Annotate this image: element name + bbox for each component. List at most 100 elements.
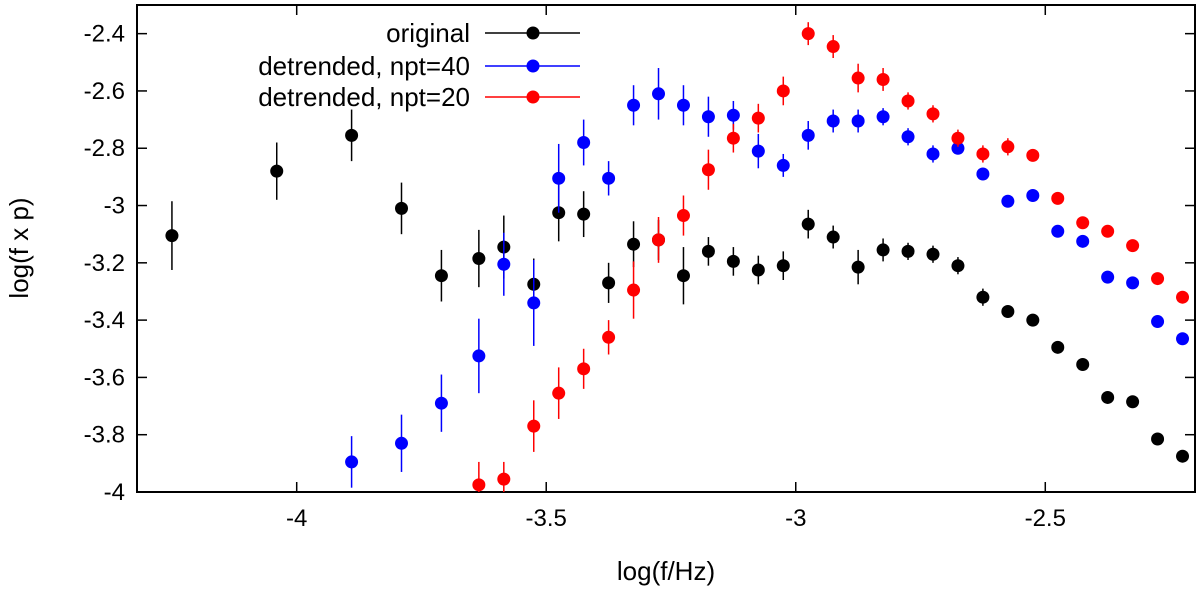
data-point: [901, 94, 915, 108]
data-point: [701, 244, 715, 258]
data-point: [395, 436, 408, 450]
data-point: [627, 237, 641, 251]
data-point: [951, 141, 965, 155]
data-point: [270, 164, 284, 178]
data-point: [976, 147, 990, 161]
data-point: [1101, 224, 1115, 238]
data-point: [345, 128, 359, 142]
data-point: [527, 296, 541, 310]
data-point: [1076, 216, 1090, 230]
data-point: [951, 131, 965, 145]
data-point: [652, 233, 666, 247]
data-point: [751, 144, 765, 158]
data-point: [1176, 290, 1190, 304]
data-point: [801, 27, 815, 41]
data-point: [627, 283, 641, 297]
data-point: [926, 107, 940, 121]
data-point: [1101, 390, 1115, 404]
data-point: [701, 110, 715, 124]
x-tick-label: -4: [286, 505, 307, 532]
data-point: [676, 269, 690, 283]
data-point: [1051, 340, 1065, 354]
data-point: [577, 136, 591, 150]
data-point: [552, 171, 566, 185]
data-point: [701, 163, 715, 177]
data-point: [751, 111, 765, 125]
plot-frame: [136, 4, 1196, 493]
data-point: [1026, 313, 1040, 327]
series-2: [472, 22, 1190, 492]
data-point: [901, 244, 915, 258]
data-point: [602, 330, 616, 344]
legend-marker: [526, 26, 540, 40]
data-point: [776, 84, 790, 98]
data-point: [1026, 148, 1040, 162]
data-point: [826, 230, 840, 244]
y-tick-label: -2.6: [84, 78, 125, 105]
y-tick-label: -3: [104, 193, 125, 220]
data-point: [1001, 194, 1015, 208]
data-point: [577, 362, 591, 376]
y-tick-label: -3.4: [84, 307, 125, 334]
data-point: [876, 243, 890, 257]
data-point: [602, 276, 616, 290]
data-points: [165, 22, 1190, 492]
data-point: [726, 108, 740, 122]
data-point: [165, 229, 179, 243]
data-point: [434, 269, 448, 283]
data-point: [1101, 270, 1115, 284]
y-tick-label: -3.8: [84, 422, 125, 449]
data-point: [776, 158, 790, 172]
data-point: [434, 396, 448, 410]
data-point: [1051, 191, 1065, 205]
legend-label: original: [386, 18, 470, 48]
y-tick-label: -4: [104, 479, 125, 506]
x-tick-label: -3.5: [526, 505, 567, 532]
data-point: [1151, 315, 1165, 329]
data-point: [1176, 332, 1190, 346]
data-point: [676, 98, 690, 112]
data-point: [901, 130, 915, 144]
series-0: [165, 109, 1190, 463]
data-point: [1151, 272, 1165, 286]
data-point: [527, 419, 541, 433]
data-point: [1151, 432, 1165, 446]
data-point: [602, 171, 616, 185]
data-point: [801, 128, 815, 142]
data-point: [976, 167, 990, 181]
data-point: [926, 147, 940, 161]
legend-marker: [526, 59, 540, 73]
data-point: [345, 455, 359, 469]
data-point: [472, 349, 486, 363]
y-tick-label: -3.2: [84, 250, 125, 277]
data-point: [851, 71, 865, 85]
legend-marker: [526, 90, 540, 104]
data-point: [552, 386, 566, 400]
data-point: [926, 247, 940, 261]
x-tick-label: -3: [785, 505, 806, 532]
data-point: [726, 131, 740, 145]
data-point: [1126, 239, 1140, 253]
data-point: [851, 260, 865, 274]
data-point: [1076, 234, 1090, 248]
y-tick-label: -2.4: [84, 21, 125, 48]
data-point: [497, 257, 511, 271]
legend-label: detrended, npt=40: [258, 51, 470, 81]
legend-label: detrended, npt=20: [258, 82, 470, 112]
y-axis-title: log(f x p): [4, 197, 34, 298]
data-point: [751, 263, 765, 277]
data-point: [652, 87, 666, 101]
data-point: [826, 114, 840, 128]
axis-ticks: -4 -3.5 -3 -2.5 -2.4 -2.6 -2.8 -3 -3.2 -3.4 -3.6 -3…: [84, 5, 1195, 532]
data-point: [1001, 305, 1015, 319]
data-point: [876, 72, 890, 86]
data-point: [876, 110, 890, 124]
data-point: [826, 40, 840, 54]
data-point: [851, 114, 865, 128]
series-1: [345, 68, 1190, 488]
data-point: [776, 259, 790, 273]
y-tick-label: -2.8: [84, 135, 125, 162]
data-point: [472, 252, 486, 266]
